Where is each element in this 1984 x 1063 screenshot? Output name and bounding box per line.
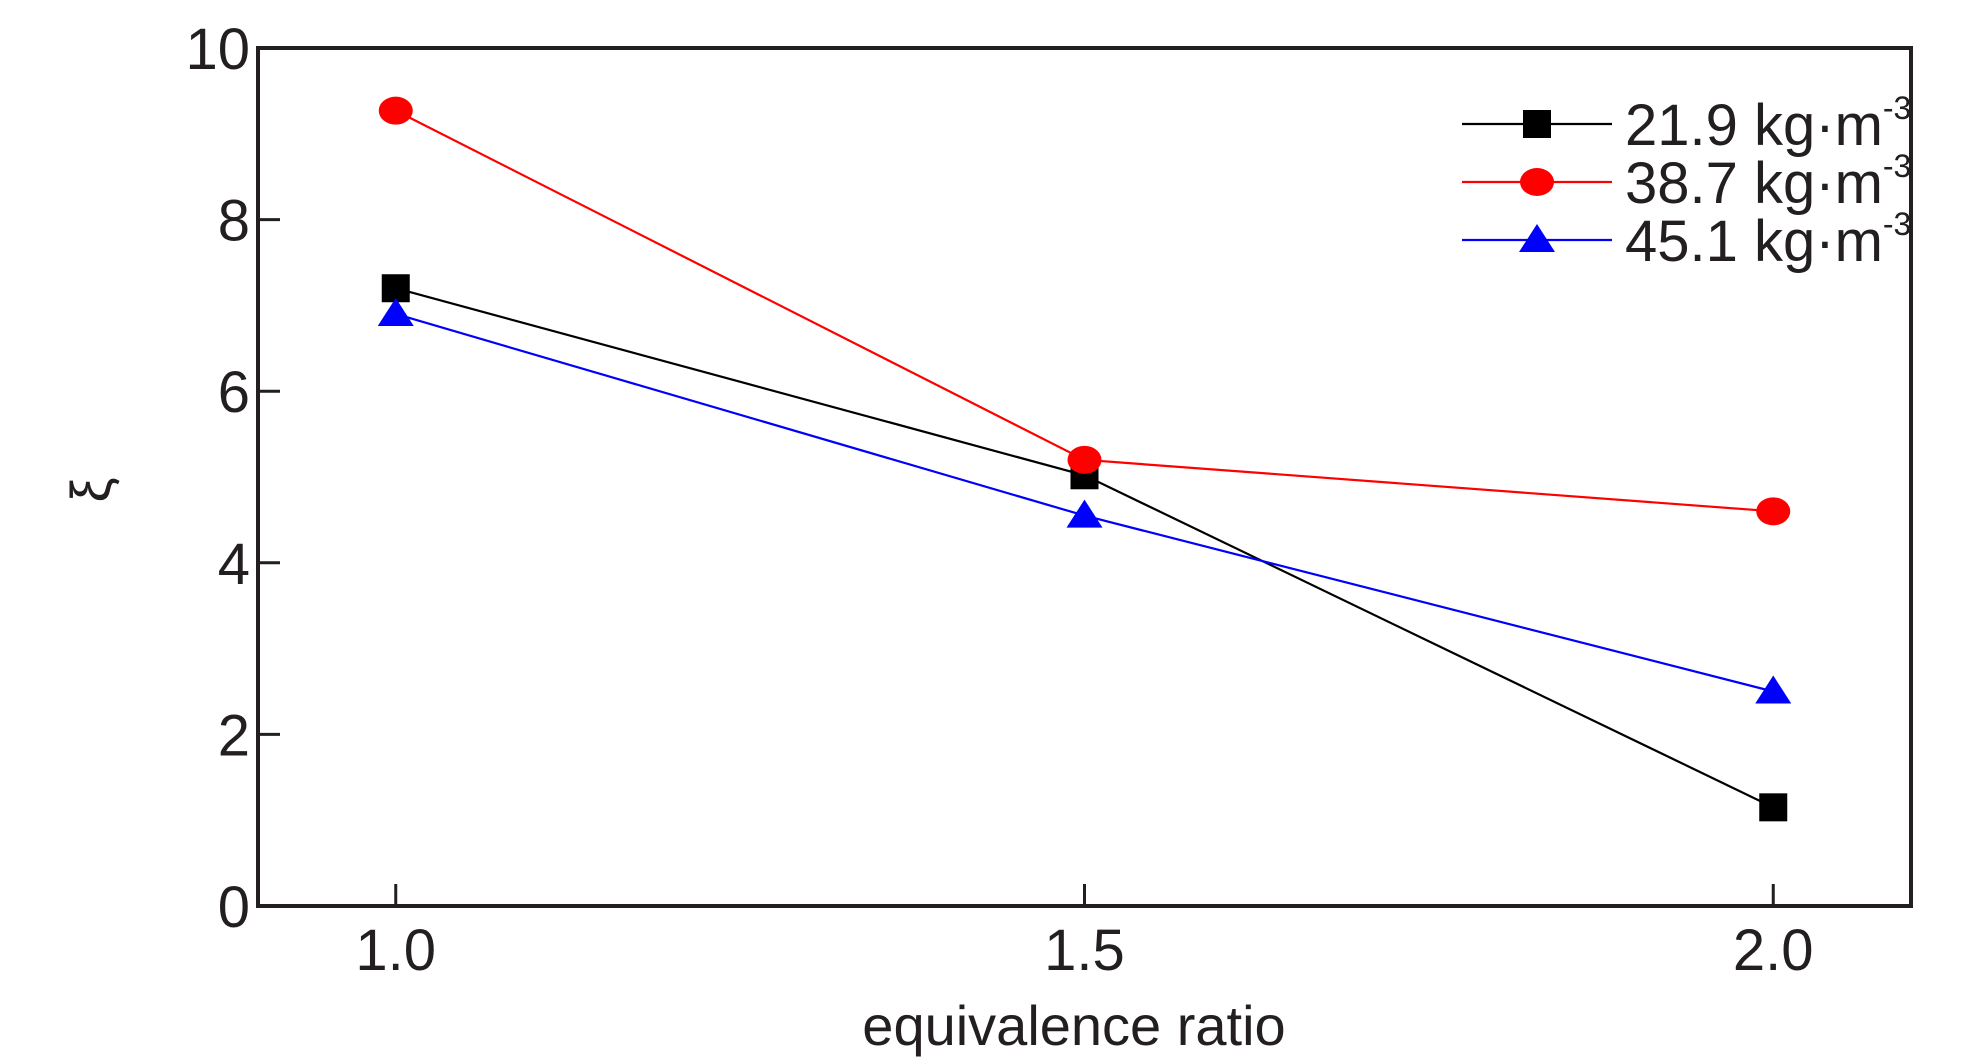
series-3-point [1755, 675, 1792, 704]
series-line-1 [395, 287, 1774, 809]
legend-label-3-exponent: -3 [1883, 206, 1911, 242]
legend-label-1: 21.9 kg·m-3 [1625, 90, 1911, 158]
plot-area: 0 2 4 6 8 10 1.0 1.5 2.0 [185, 17, 1913, 983]
x-axis-label: equivalence ratio [862, 994, 1285, 1057]
x-tick-label: 1.0 [355, 918, 436, 983]
y-tick-label: 10 [185, 17, 250, 82]
series-3-point [1066, 499, 1103, 528]
series-1-point [381, 274, 410, 303]
series-1-point [1759, 793, 1788, 822]
x-tick-label: 2.0 [1733, 918, 1814, 983]
series-2-point [1756, 497, 1791, 526]
y-tick-label: 4 [218, 532, 250, 597]
legend-marker-3 [1519, 224, 1555, 252]
legend-label-3: 45.1 kg·m-3 [1625, 206, 1911, 274]
y-tick-label: 8 [218, 189, 250, 254]
x-tick-label: 1.5 [1044, 918, 1125, 983]
legend-label-2-exponent: -3 [1883, 148, 1911, 184]
legend-marker-2 [1520, 168, 1554, 196]
y-tick-label: 2 [218, 703, 250, 768]
legend-label-2: 38.7 kg·m-3 [1625, 148, 1911, 216]
y-tick-label: 6 [218, 360, 250, 425]
series-3-point [377, 297, 414, 326]
y-tick-label: 0 [218, 875, 250, 940]
series-2-point [378, 96, 413, 125]
legend: 21.9 kg·m-338.7 kg·m-345.1 kg·m-3 [1462, 90, 1911, 274]
y-axis-label: ξ [59, 477, 122, 502]
legend-label-1-exponent: -3 [1883, 90, 1911, 126]
legend-marker-1 [1523, 110, 1551, 138]
series-2-point [1067, 445, 1102, 474]
